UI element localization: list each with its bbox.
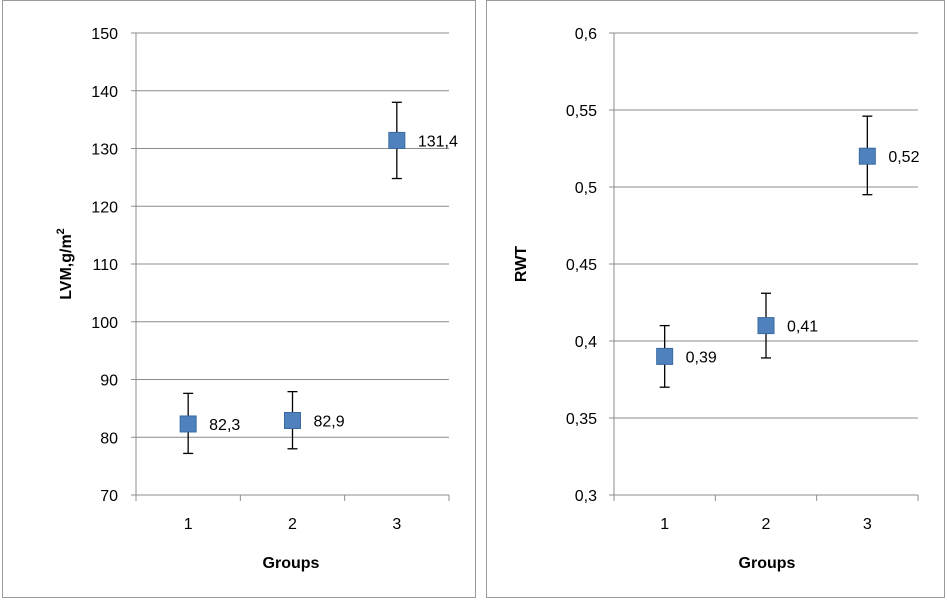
x-tick-label: 1 [660,516,669,533]
x-axis-title: Groups [739,555,796,572]
y-tick-label: 140 [91,84,118,101]
x-tick-label: 2 [288,516,297,533]
x-tick-label: 3 [863,516,872,533]
rwt-chart-panel: 0,3 0,35 0,4 0,45 0,5 0,55 0,6 1 2 3 0,39 0,41 0,52 G… [486,0,945,598]
data-point-group: 0,39 [656,324,717,388]
data-point-group: 0,41 [757,292,818,359]
y-tick-label: 100 [91,315,118,332]
y-tick-label: 0,5 [575,180,597,197]
y-axis-title-main: RWT [513,246,530,282]
data-marker [179,415,197,433]
y-tick-label: 0,4 [575,334,597,351]
y-axis-title-superscript: 2 [55,228,67,234]
data-marker [757,317,775,335]
y-tick-label: 150 [91,26,118,43]
x-tick-label: 1 [184,516,193,533]
y-tick-label: 110 [92,257,118,274]
y-tick-label: 90 [100,373,118,390]
y-tick-label: 120 [91,199,118,216]
y-axis-title: RWT [513,246,530,282]
data-point-group: 131,4 [388,101,458,180]
y-tick-label: 0,35 [566,411,597,428]
y-tick-label: 0,3 [575,488,597,505]
y-tick-label: 80 [100,430,118,447]
data-label: 0,52 [888,149,919,166]
data-marker [656,347,674,365]
y-axis-title: LVM,g/m2 [55,228,75,300]
data-point-group: 82,9 [284,390,345,450]
rwt-chart: 0,3 0,35 0,4 0,45 0,5 0,55 0,6 1 2 3 0,39 0,41 0,52 G… [513,26,920,572]
lvm-chart: 70 80 90 100 110 120 130 140 150 1 2 3 82,3 82,9 131,4… [55,26,458,572]
x-tick-label: 3 [392,516,401,533]
x-axis-title: Groups [263,555,320,572]
y-axis-title-main: LVM,g/m [58,234,75,299]
data-label: 82,9 [314,414,345,431]
y-tick-label: 70 [100,488,118,505]
data-point-group: 0,52 [858,115,920,196]
data-label: 0,39 [686,349,717,366]
lvm-chart-panel: 70 80 90 100 110 120 130 140 150 1 2 3 82,3 82,9 131,4… [2,0,476,598]
y-tick-label: 0,45 [566,257,597,274]
data-marker [284,412,301,430]
y-tick-label: 130 [91,142,118,159]
data-label: 131,4 [418,133,458,150]
data-marker [388,131,406,149]
data-marker [858,147,876,165]
data-label: 82,3 [209,417,240,434]
y-tick-label: 0,6 [575,26,597,43]
data-point-group: 82,3 [179,392,240,455]
x-tick-label: 2 [762,516,771,533]
y-tick-label: 0,55 [566,103,597,120]
data-label: 0,41 [787,319,818,336]
